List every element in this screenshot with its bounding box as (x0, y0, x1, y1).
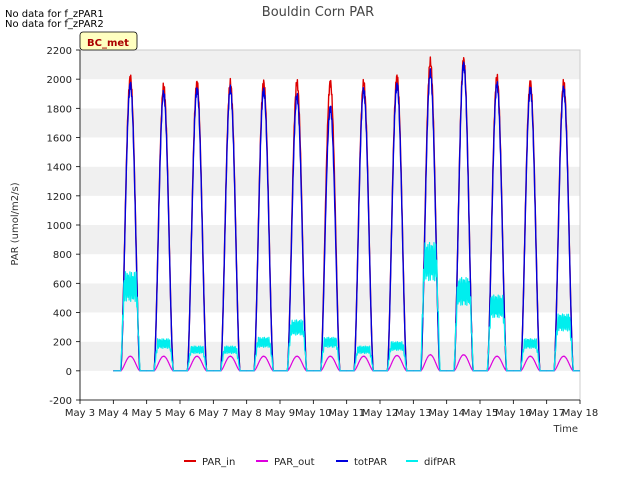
series-PAR_out-day-5 (246, 355, 280, 372)
plot-band (80, 283, 580, 313)
series-difPAR-day-2 (146, 338, 180, 372)
x-axis-label: Time (553, 424, 578, 435)
series-difPAR-day-1 (113, 271, 147, 372)
series-difPAR (113, 241, 580, 372)
x-tick-label: May 5 (132, 408, 162, 419)
series-PAR_out-day-13 (513, 355, 547, 372)
series-PAR_out-day-7 (313, 355, 347, 372)
x-tick-label: May 7 (198, 408, 228, 419)
series-PAR_out-day-9 (380, 354, 414, 372)
x-tick-label: May 3 (65, 408, 95, 419)
series-totPAR-day-8 (346, 86, 380, 372)
series-PAR_out-day-1 (113, 355, 147, 372)
plot-band (80, 254, 580, 284)
y-tick-label: 600 (53, 279, 72, 290)
y-tick-label: 2000 (47, 75, 72, 86)
series-PAR_out (113, 353, 580, 372)
plot-band (80, 195, 580, 225)
series-difPAR-day-14 (546, 313, 580, 372)
series-totPAR-day-12 (480, 81, 514, 372)
x-tick-label: May 6 (165, 408, 195, 419)
series-difPAR-day-4 (213, 345, 247, 372)
y-tick-label: 1000 (47, 221, 72, 232)
legend-label-totPAR: totPAR (354, 457, 387, 468)
series-PAR_out-day-8 (346, 355, 380, 372)
plot-band (80, 50, 580, 80)
series-PAR_out-day-4 (213, 355, 247, 372)
x-tick-label: May 4 (98, 408, 128, 419)
series-PAR_out-day-10 (413, 353, 447, 372)
series-difPAR-day-10 (413, 241, 447, 372)
legend-label-difPAR: difPAR (424, 457, 456, 468)
series-difPAR-day-7 (313, 336, 347, 372)
series-totPAR-day-6 (280, 93, 314, 372)
series-totPAR-day-2 (146, 89, 180, 372)
chart-title: Bouldin Corn PAR (262, 5, 374, 20)
y-tick-label: 1600 (47, 134, 72, 145)
y-tick-label: 400 (53, 309, 72, 320)
y-tick-label: 800 (53, 250, 72, 261)
y-tick-label: 1200 (47, 192, 72, 203)
site-badge-label: BC_met (87, 38, 129, 49)
series-totPAR-day-13 (513, 86, 547, 372)
x-tick-label: May 8 (232, 408, 262, 419)
series-totPAR-day-5 (246, 87, 280, 372)
plot-band (80, 370, 580, 400)
series-PAR_out-day-6 (280, 355, 314, 372)
y-tick-label: 0 (66, 367, 72, 378)
x-tick-label: May 13 (395, 408, 432, 419)
y-tick-label: 1800 (47, 104, 72, 115)
plot-bands (79, 49, 581, 401)
legend-label-PAR_in: PAR_in (202, 457, 235, 468)
series-difPAR-day-9 (380, 341, 414, 372)
no-data-notice-2: No data for f_zPAR2 (5, 19, 104, 30)
series-totPAR-day-9 (380, 82, 414, 372)
y-tick-label: 200 (53, 338, 72, 349)
series-difPAR-day-8 (346, 345, 380, 372)
x-tick-label: May 14 (428, 408, 465, 419)
legend-label-PAR_out: PAR_out (274, 457, 315, 468)
series-difPAR-day-12 (480, 294, 514, 372)
plot-band (80, 137, 580, 167)
no-data-notice-1: No data for f_zPAR1 (5, 9, 104, 20)
series-PAR_out-day-12 (480, 355, 514, 372)
y-tick-label: -200 (49, 396, 72, 407)
series-difPAR-day-5 (246, 336, 280, 372)
series-totPAR-day-14 (546, 85, 580, 372)
x-tick-label: May 18 (562, 408, 599, 419)
x-tick-label: May 10 (295, 408, 332, 419)
series-PAR_out-day-3 (180, 355, 214, 372)
series-PAR_out-day-2 (146, 355, 180, 372)
plot-band (80, 166, 580, 196)
series-difPAR-day-3 (180, 345, 214, 372)
x-tick-label: May 11 (328, 408, 365, 419)
series-difPAR-day-6 (280, 319, 314, 372)
series-totPAR-day-3 (180, 87, 214, 372)
series-totPAR-day-4 (213, 84, 247, 372)
series-difPAR-day-13 (513, 338, 547, 372)
legend: PAR_in PAR_out totPAR difPAR (184, 457, 456, 468)
plot-area (113, 56, 580, 372)
series-PAR_out-day-11 (446, 354, 480, 372)
x-tick-label: May 17 (528, 408, 565, 419)
series-totPAR-day-7 (313, 105, 347, 372)
site-badge: BC_met (79, 31, 138, 51)
site-badge-box (79, 31, 138, 51)
series-difPAR-day-11 (446, 276, 480, 372)
x-tick-label: May 12 (362, 408, 399, 419)
x-tick-label: May 15 (462, 408, 499, 419)
y-tick-label: 2200 (47, 46, 72, 57)
series-totPAR (113, 61, 580, 372)
plot-band (80, 312, 580, 342)
plot-band (80, 225, 580, 255)
y-axis-label: PAR (umol/m2/s) (10, 182, 21, 265)
x-tick-label: May 16 (495, 408, 532, 419)
x-tick-label: May 9 (265, 408, 295, 419)
y-tick-label: 1400 (47, 163, 72, 174)
series-PAR_out-day-14 (546, 355, 580, 372)
axes: -200 0 200 400 600 800 1000 1200 1400 1600 1800 200… (47, 46, 599, 419)
